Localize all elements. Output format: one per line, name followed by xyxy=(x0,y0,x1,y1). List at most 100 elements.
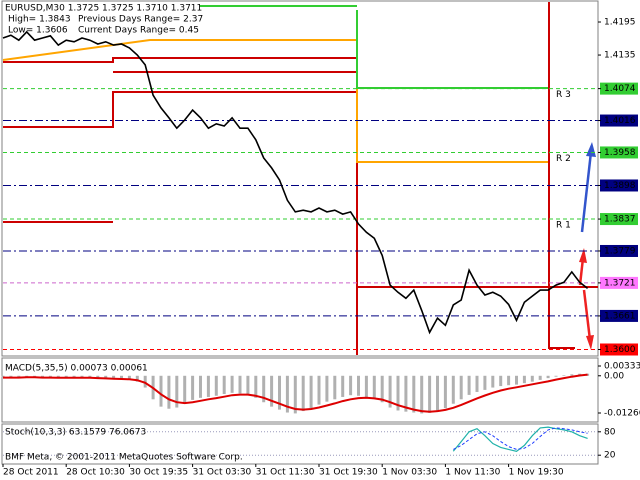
histogram-bar xyxy=(475,375,479,392)
histogram-bar xyxy=(388,375,392,408)
histogram-bar xyxy=(135,375,139,382)
histogram-bar xyxy=(301,375,305,412)
histogram-bar xyxy=(214,375,218,396)
histogram-bar xyxy=(246,375,250,395)
panel-title: Stoch(10,3,3) 63.1579 76.0673 xyxy=(5,428,146,438)
histogram-bar xyxy=(120,375,123,380)
histogram-bar xyxy=(499,375,503,387)
histogram-bar xyxy=(175,375,179,408)
histogram-bar xyxy=(364,375,368,397)
y-tick-label: 0.00 xyxy=(604,371,624,381)
histogram-bar xyxy=(546,375,550,379)
x-tick-label: 31 Oct 11:30 xyxy=(256,468,315,478)
x-tick-label: 31 Oct 03:30 xyxy=(193,468,252,478)
macd-panel-frame xyxy=(1,357,599,423)
y-tick-label: 1.3958 xyxy=(604,148,636,158)
tick-label-background xyxy=(600,309,638,322)
histogram-bar xyxy=(341,375,345,397)
pivot-label: R 2 xyxy=(556,154,571,164)
histogram-bar xyxy=(467,375,471,395)
histogram-bar xyxy=(104,375,108,379)
histogram-bar xyxy=(270,375,274,407)
y-tick-label: 80 xyxy=(604,427,616,437)
histogram-bar xyxy=(372,375,376,399)
histogram-bar xyxy=(562,375,566,376)
red-arrow-up xyxy=(578,257,585,286)
histogram-bar xyxy=(112,375,116,380)
histogram-bar xyxy=(191,375,195,400)
histogram-bar xyxy=(293,375,297,414)
histogram-bar xyxy=(349,375,353,396)
annotation: Low= 1.3606 xyxy=(8,26,68,36)
y-tick-label: 1.3837 xyxy=(604,215,636,225)
y-tick-label: 0.00333 xyxy=(604,361,640,371)
stoch-panel-frame xyxy=(1,423,599,465)
signal-line xyxy=(3,373,588,413)
histogram-bar xyxy=(522,375,526,384)
red-arrowhead xyxy=(586,335,594,350)
y-tick-label: -0.01266 xyxy=(604,409,640,419)
tick-label-background xyxy=(600,343,638,356)
tick-label-background xyxy=(600,244,638,257)
y-tick-label: 20 xyxy=(604,451,616,461)
histogram-bar xyxy=(1,375,5,378)
histogram-bar xyxy=(380,375,384,403)
panel-title: EURUSD,M30 1.3725 1.3725 1.3710 1.3711 xyxy=(5,4,202,14)
histogram-bar xyxy=(325,375,329,402)
histogram-bar xyxy=(238,375,242,394)
histogram-bar xyxy=(538,375,542,380)
blue-arrow xyxy=(580,151,593,233)
histogram-bar xyxy=(199,375,202,398)
histogram-bar xyxy=(254,375,258,398)
histogram-bar xyxy=(451,375,455,404)
tick-label-background xyxy=(600,179,638,192)
histogram-bar xyxy=(412,375,416,413)
histogram-bar xyxy=(507,375,511,386)
histogram-bar xyxy=(262,375,266,403)
histogram-bar xyxy=(167,375,171,409)
histogram-bar xyxy=(309,375,313,409)
y-tick-label: 1.3898 xyxy=(604,181,636,191)
tick-label-background xyxy=(600,146,638,159)
y-tick-label: 1.3721 xyxy=(604,278,636,288)
histogram-bar xyxy=(420,375,424,414)
day-lines xyxy=(2,2,598,355)
histogram-bar xyxy=(404,375,408,412)
x-tick-label: 28 Oct 2011 xyxy=(3,468,59,478)
y-tick-label: 1.4016 xyxy=(604,116,636,126)
arrows xyxy=(578,142,596,350)
pivot-label: R 3 xyxy=(556,90,571,100)
y-tick-label: 1.3661 xyxy=(604,311,636,321)
copyright: BMF Meta, © 2001-2011 MetaQuotes Softwar… xyxy=(5,453,243,463)
annotation: Current Days Range= 0.45 xyxy=(78,26,199,36)
panel-title: MACD(5,35,5) 0.00073 0.00061 xyxy=(5,364,148,374)
histogram-bar xyxy=(25,375,29,377)
histogram-bar xyxy=(443,375,447,409)
histogram-bar xyxy=(396,375,400,411)
tick-label-background xyxy=(600,114,638,127)
histogram-bar xyxy=(222,375,226,395)
x-tick-label: 1 Nov 11:30 xyxy=(445,468,500,478)
histogram-bar xyxy=(515,375,518,385)
x-tick-label: 1 Nov 03:30 xyxy=(382,468,437,478)
y-tick-label: 1.4135 xyxy=(604,51,636,61)
x-tick-label: 31 Oct 19:30 xyxy=(319,468,378,478)
tick-label-background xyxy=(600,213,638,226)
histogram-bar xyxy=(143,375,147,388)
histogram-bar xyxy=(483,375,487,390)
red-arrow-down xyxy=(582,289,592,341)
histogram-bar xyxy=(206,375,210,397)
histogram-bar xyxy=(357,375,360,396)
histogram-bar xyxy=(230,375,234,393)
tick-label-background xyxy=(600,82,638,95)
red-arrowhead xyxy=(579,248,587,263)
day-red-line xyxy=(548,2,575,349)
signal-line xyxy=(453,427,588,450)
histogram-bar xyxy=(491,375,495,388)
annotation: High= 1.3843 xyxy=(8,15,71,25)
histogram-bar xyxy=(570,374,574,376)
x-tick-label: 30 Oct 19:35 xyxy=(129,468,188,478)
histogram-bar xyxy=(183,375,187,404)
blue-arrowhead xyxy=(586,142,596,157)
histogram-bar xyxy=(459,375,463,400)
